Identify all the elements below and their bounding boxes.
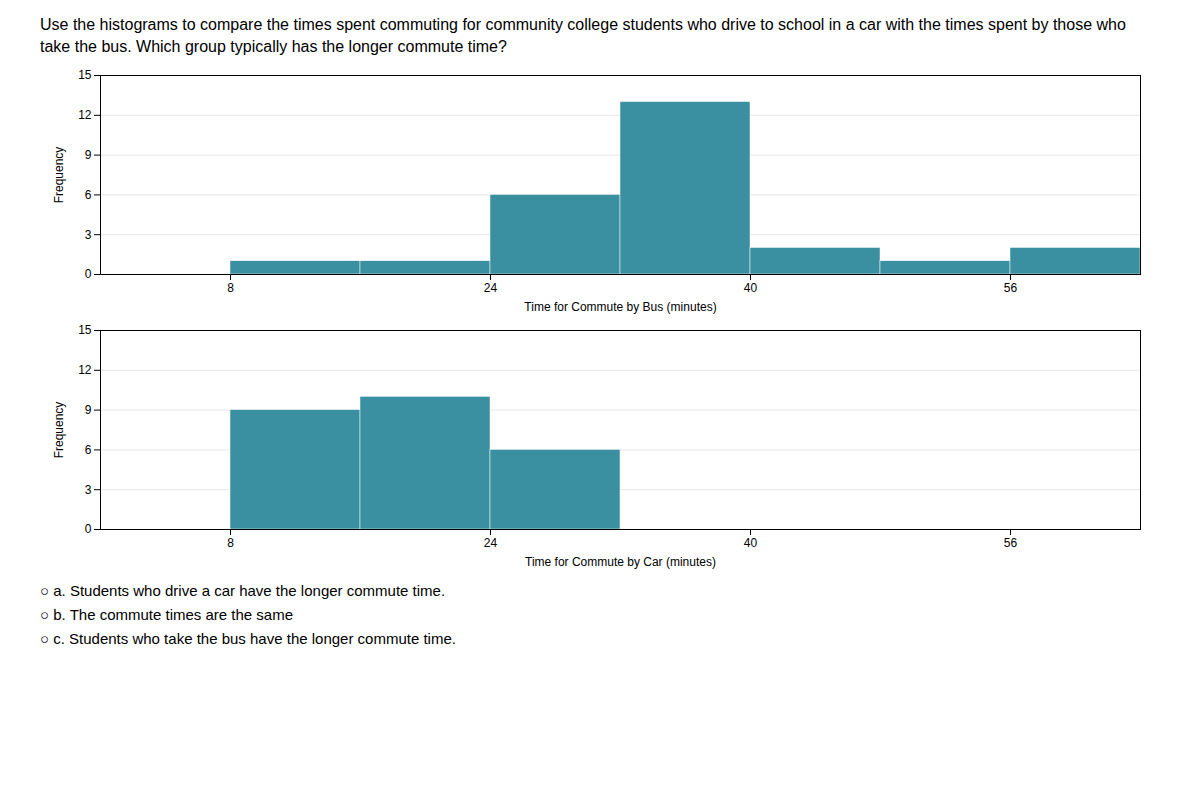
svg-text:Time for Commute by Car (minut: Time for Commute by Car (minutes) — [525, 555, 716, 569]
svg-text:3: 3 — [85, 483, 92, 497]
svg-text:40: 40 — [744, 536, 758, 550]
svg-text:24: 24 — [484, 536, 498, 550]
svg-text:8: 8 — [227, 536, 234, 550]
svg-text:0: 0 — [85, 268, 92, 282]
svg-text:24: 24 — [484, 281, 498, 295]
svg-text:0: 0 — [85, 523, 92, 537]
svg-text:15: 15 — [78, 69, 92, 83]
html-text:○ b. The commute times are the: ○ b. The commute times are the same — [40, 606, 294, 624]
html-text:○ a. Students who drive a car: ○ a. Students who drive a car have the l… — [40, 582, 446, 600]
svg-text:56: 56 — [1004, 536, 1018, 550]
svg-text:Frequency: Frequency — [52, 402, 66, 459]
svg-text:8: 8 — [227, 281, 234, 295]
svg-text:9: 9 — [85, 403, 92, 417]
svg-text:3: 3 — [85, 228, 92, 242]
svg-text:15: 15 — [78, 324, 92, 338]
svg-text:Frequency: Frequency — [52, 147, 66, 204]
svg-text:12: 12 — [78, 363, 92, 377]
svg-text:9: 9 — [85, 148, 92, 162]
svg-text:12: 12 — [78, 108, 92, 122]
svg-text:6: 6 — [85, 188, 92, 202]
svg-text:Time for Commute by Bus (minut: Time for Commute by Bus (minutes) — [524, 300, 716, 314]
svg-text:56: 56 — [1004, 281, 1018, 295]
svg-text:40: 40 — [744, 281, 758, 295]
svg-text:6: 6 — [85, 443, 92, 457]
html-text:○ c. Students who take the bus: ○ c. Students who take the bus have the … — [40, 630, 456, 648]
html-text:Use the histograms to compare: Use the histograms to compare the times … — [40, 16, 1126, 55]
